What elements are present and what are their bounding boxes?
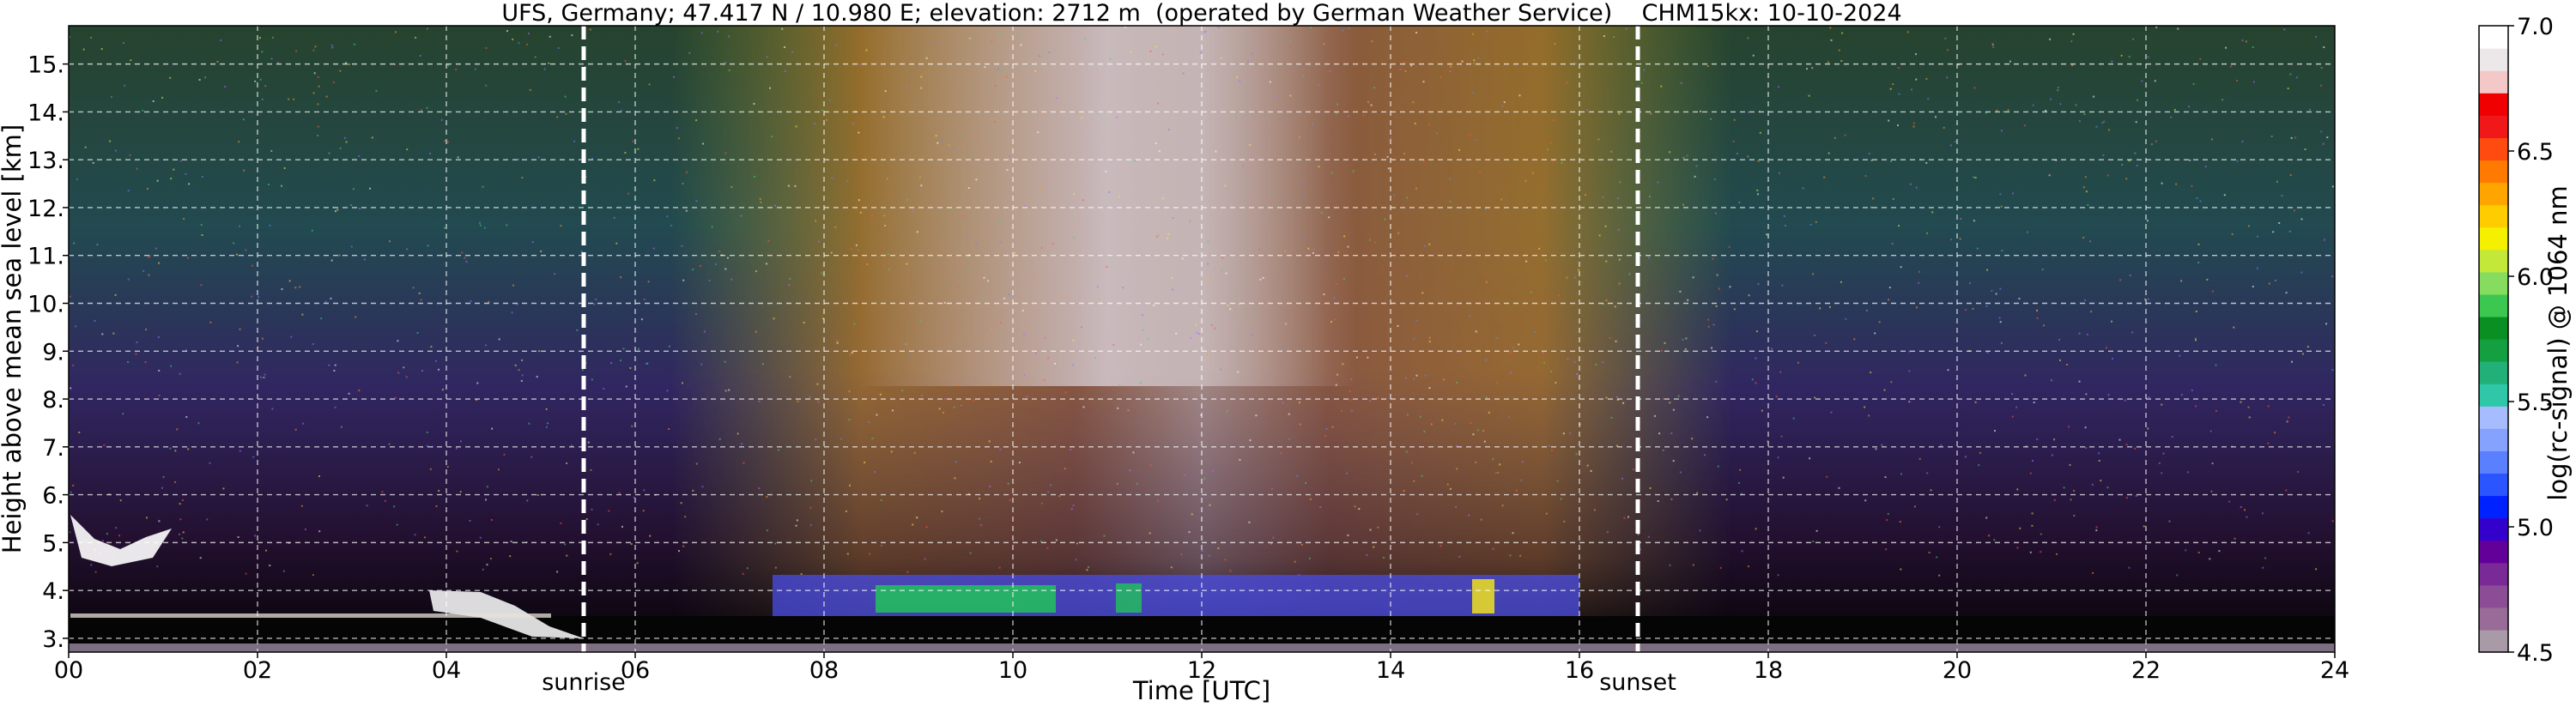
colorbar-segment bbox=[2479, 629, 2508, 653]
x-tick-label: 10 bbox=[998, 657, 1027, 684]
colorbar-segment bbox=[2479, 607, 2508, 631]
x-tick-label: 04 bbox=[432, 657, 461, 684]
colorbar-segment bbox=[2479, 271, 2508, 295]
colorbar-segment bbox=[2479, 384, 2508, 407]
y-tick-label: 6. bbox=[42, 483, 64, 510]
noise-speckle bbox=[69, 26, 2335, 577]
colorbar-segment bbox=[2479, 428, 2508, 451]
colorbar-segment bbox=[2479, 70, 2508, 94]
colorbar-segment bbox=[2479, 93, 2508, 116]
x-tick-label: 22 bbox=[2131, 657, 2161, 684]
y-tick-label: 11. bbox=[27, 244, 64, 270]
y-tick-label: 4. bbox=[42, 578, 64, 605]
x-tick-label: 14 bbox=[1376, 657, 1405, 684]
sunrise-label: sunrise bbox=[542, 669, 626, 696]
colorbar-segment bbox=[2479, 249, 2508, 273]
colorbar-segment bbox=[2479, 540, 2508, 564]
y-axis-label: Height above mean sea level [km] bbox=[0, 124, 27, 553]
x-tick-label: 02 bbox=[243, 657, 272, 684]
colorbar-segment bbox=[2479, 406, 2508, 429]
night-cloud-layer bbox=[70, 515, 172, 566]
x-tick-label: 08 bbox=[809, 657, 839, 684]
x-axis-label: Time [UTC] bbox=[1132, 676, 1270, 705]
colorbar-segment bbox=[2479, 160, 2508, 184]
x-tick-label: 16 bbox=[1565, 657, 1594, 684]
y-tick-label: 15. bbox=[27, 52, 64, 79]
y-tick-label: 14. bbox=[27, 100, 64, 126]
colorbar-segment bbox=[2479, 450, 2508, 474]
y-tick-label: 5. bbox=[42, 530, 64, 557]
colorbar-tick-label: 6.5 bbox=[2517, 139, 2554, 166]
colorbar-tick-label: 6.0 bbox=[2517, 264, 2554, 291]
x-axis-ticks: 00 02 04 06 08 10 12 14 16 18 20 22 24 bbox=[54, 652, 2349, 684]
colorbar-segment bbox=[2479, 339, 2508, 362]
chart-title: UFS, Germany; 47.417 N / 10.980 E; eleva… bbox=[501, 0, 1901, 27]
colorbar-segment bbox=[2479, 361, 2508, 384]
colorbar-segment bbox=[2479, 316, 2508, 340]
colorbar-segment bbox=[2479, 204, 2508, 228]
sunset-label: sunset bbox=[1599, 669, 1676, 696]
boundary-layer-green-3 bbox=[1472, 579, 1494, 613]
y-tick-label: 7. bbox=[42, 435, 64, 462]
colorbar-segment bbox=[2479, 293, 2508, 317]
ground-strip bbox=[69, 644, 2335, 652]
x-tick-label: 24 bbox=[2320, 657, 2349, 684]
colorbar-segment bbox=[2479, 182, 2508, 206]
colorbar-tick-label: 5.0 bbox=[2517, 515, 2554, 541]
colorbar-segment bbox=[2479, 115, 2508, 138]
colorbar-segment bbox=[2479, 227, 2508, 251]
colorbar-segment bbox=[2479, 562, 2508, 586]
boundary-layer-green-2 bbox=[1116, 583, 1142, 613]
y-tick-label: 12. bbox=[27, 196, 64, 222]
low-cloud-streak bbox=[70, 613, 551, 618]
colorbar-label: log(rc-signal) @ 1064 nm bbox=[2543, 185, 2573, 500]
x-tick-label: 20 bbox=[1943, 657, 1972, 684]
x-tick-label: 06 bbox=[621, 657, 650, 684]
colorbar-segment bbox=[2479, 473, 2508, 497]
colorbar-frame bbox=[2478, 25, 2509, 653]
colorbar-tick-label: 5.5 bbox=[2517, 390, 2554, 416]
colorbar-tick-label: 7.0 bbox=[2517, 14, 2554, 40]
y-tick-label: 10. bbox=[27, 292, 64, 318]
colorbar-segment bbox=[2479, 517, 2508, 541]
colorbar-segment bbox=[2479, 26, 2508, 49]
y-tick-label: 9. bbox=[42, 339, 64, 366]
x-tick-label: 00 bbox=[54, 657, 83, 684]
colorbar-segment bbox=[2479, 48, 2508, 71]
y-tick-label: 13. bbox=[27, 148, 64, 174]
x-tick-label: 18 bbox=[1754, 657, 1783, 684]
y-axis-ticks: 3. 4. 5. 6. 7. 8. 9. 10. 11. 12. 13. 14. 15. bbox=[27, 52, 69, 653]
midday-noise bbox=[858, 26, 1356, 386]
boundary-layer-green-1 bbox=[876, 585, 1056, 613]
colorbar-tick-label: 4.5 bbox=[2517, 640, 2554, 667]
y-tick-label: 8. bbox=[42, 387, 64, 414]
x-tick-label: 12 bbox=[1187, 657, 1216, 684]
colorbar-segment bbox=[2479, 584, 2508, 608]
colorbar: 4.5 5.0 5.5 6.0 6.5 7.0 bbox=[2478, 14, 2554, 667]
grid bbox=[69, 26, 2335, 652]
colorbar-segment bbox=[2479, 137, 2508, 161]
colorbar-segment bbox=[2479, 495, 2508, 519]
y-tick-label: 3. bbox=[42, 626, 64, 653]
